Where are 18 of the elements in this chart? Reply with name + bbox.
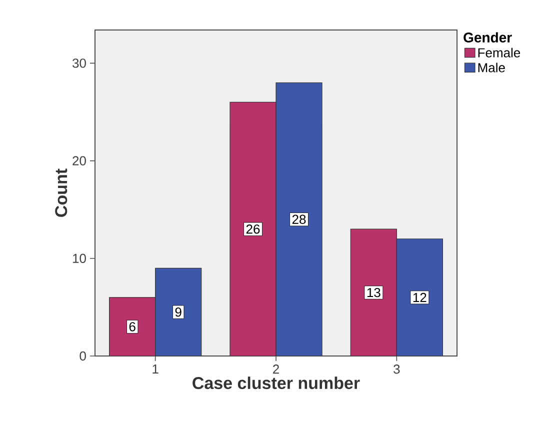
y-tick-label: 30: [72, 58, 86, 68]
legend-label: Female: [478, 48, 520, 58]
data-label: 28: [292, 214, 306, 224]
x-tick-label: 1: [152, 364, 158, 374]
legend-title: Gender: [464, 32, 512, 42]
data-label: 6: [129, 322, 136, 332]
y-tick-label: 0: [80, 351, 86, 361]
data-label: 26: [246, 224, 260, 234]
data-label: 9: [175, 307, 182, 317]
y-axis-title: Count: [55, 168, 68, 217]
y-tick-label: 20: [72, 156, 86, 166]
legend-label: Male: [478, 62, 505, 72]
y-tick-label: 10: [72, 254, 86, 263]
x-tick-label: 2: [273, 364, 279, 374]
x-tick-label: 3: [394, 364, 400, 374]
x-axis-title: Case cluster number: [192, 376, 360, 390]
data-label: 13: [367, 288, 380, 298]
data-label: 12: [413, 292, 426, 302]
